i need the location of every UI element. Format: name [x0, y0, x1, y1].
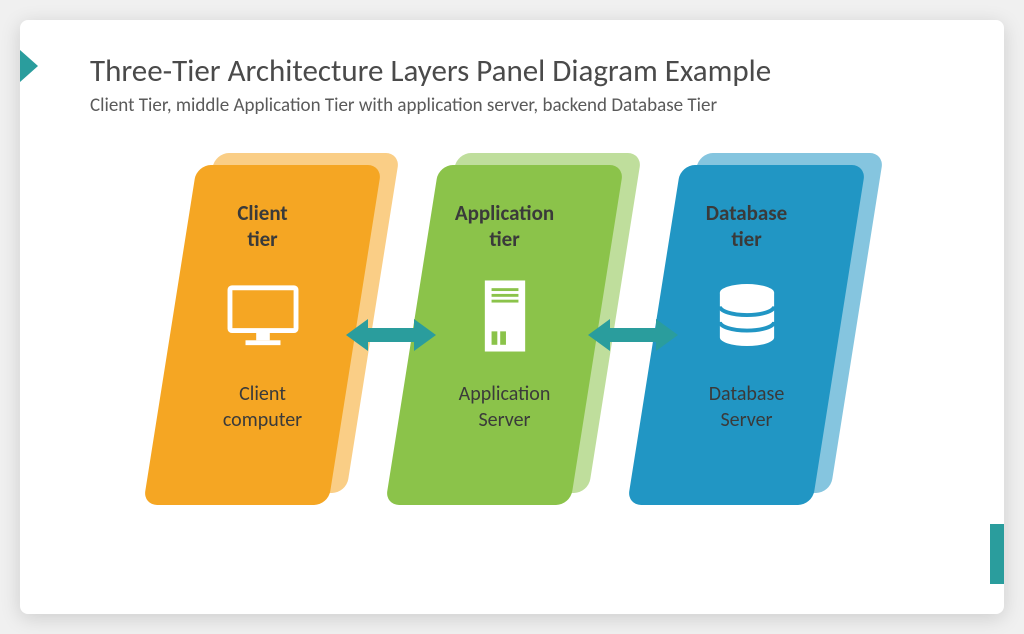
panel-label-line1: Application [459, 382, 551, 406]
header: Three-Tier Architecture Layers Panel Dia… [20, 20, 1004, 127]
panel-title-line1: Database [706, 200, 787, 226]
panel-application-tier: Application tier [412, 165, 612, 505]
panel-title-line1: Application [455, 200, 554, 226]
panel-title: Database tier [706, 200, 787, 253]
panel-label-line1: Database [709, 382, 785, 406]
panel-label: Client computer [223, 381, 302, 433]
panel-database-tier: Database tier Database Server [654, 165, 854, 505]
panel-label: Application Server [459, 381, 551, 433]
panel-title-line2: tier [247, 226, 277, 252]
panel-inner: Database tier Database Server [654, 165, 839, 505]
panel-title-line2: tier [489, 226, 519, 252]
monitor-icon [223, 281, 303, 351]
panel-inner: Client tier Client computer [170, 165, 355, 505]
page-title: Three-Tier Architecture Layers Panel Dia… [90, 52, 934, 90]
slide-container: Three-Tier Architecture Layers Panel Dia… [20, 20, 1004, 614]
panel-inner: Application tier [412, 165, 597, 505]
panel-label-line1: Client [239, 382, 286, 406]
database-icon [707, 281, 787, 351]
panel-label-line2: computer [223, 408, 302, 432]
panel-title-line2: tier [731, 226, 761, 252]
panel-label-line2: Server [720, 408, 772, 432]
panel-client-tier: Client tier Client computer [170, 165, 370, 505]
panel-title: Application tier [455, 200, 554, 253]
diagram-row: Client tier Client computer [20, 165, 1004, 505]
panel-label: Database Server [709, 381, 785, 433]
panel-label-line2: Server [478, 408, 530, 432]
bidirectional-arrow-icon [588, 315, 678, 355]
bidirectional-arrow-icon [346, 315, 436, 355]
page-subtitle: Client Tier, middle Application Tier wit… [90, 94, 934, 117]
accent-right-shape [990, 524, 1004, 584]
panel-title-line1: Client [237, 200, 287, 226]
panel-title: Client tier [237, 200, 287, 253]
server-tower-icon [465, 281, 545, 351]
